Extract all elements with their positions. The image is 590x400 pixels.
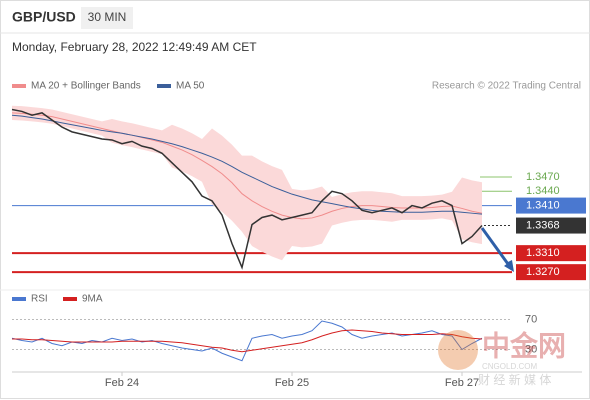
series-line [11, 108, 483, 270]
credit: Research © 2022 Trading Central [432, 81, 581, 92]
level-label: 1.3368 [526, 219, 560, 231]
watermark-site: CNGOLD.COM [482, 362, 537, 371]
level-label: 1.3440 [526, 185, 560, 197]
x-tick-label: Feb 27 [445, 377, 479, 389]
level-label: 1.3270 [526, 266, 560, 278]
series-line [11, 320, 483, 362]
watermark-slogan: 财 经 新 媒 体 [478, 372, 551, 387]
legend-label: RSI [31, 294, 48, 305]
level-label: 1.3470 [526, 171, 560, 183]
forecast-arrow-line [480, 227, 510, 265]
level-box [516, 197, 586, 214]
timeframe-box [81, 7, 133, 29]
level-box [516, 264, 586, 281]
pair: GBP/USD [12, 9, 76, 25]
level-label: 1.3310 [526, 247, 560, 259]
series-line [12, 329, 483, 353]
watermark: 中金网 CNGOLD.COM 财 经 新 媒 体 [438, 329, 566, 387]
x-tick-label: Feb 25 [275, 377, 309, 389]
series-line [11, 112, 483, 220]
legend-label: 9MA [82, 294, 103, 305]
level-box [516, 217, 586, 234]
y-tick-label: 30 [525, 343, 537, 355]
bollinger-band [12, 105, 482, 261]
date: Monday, February 28, 2022 12:49:49 AM CE… [12, 40, 257, 54]
x-tick-label: Feb 24 [105, 377, 139, 389]
timeframe: 30 MIN [88, 10, 127, 24]
legend-label: MA 20 + Bollinger Bands [31, 81, 141, 92]
forecast-arrow [482, 228, 514, 272]
level-box [516, 245, 586, 262]
legend-swatch [12, 84, 26, 88]
legend-swatch [63, 297, 77, 301]
watermark-title: 中金网 [482, 329, 566, 361]
level-label: 1.3410 [526, 199, 560, 211]
y-tick-label: 70 [525, 313, 537, 325]
legend-swatch [12, 297, 26, 301]
legend-label: MA 50 [176, 81, 205, 92]
legend-swatch [157, 84, 171, 88]
watermark-logo [438, 330, 478, 370]
